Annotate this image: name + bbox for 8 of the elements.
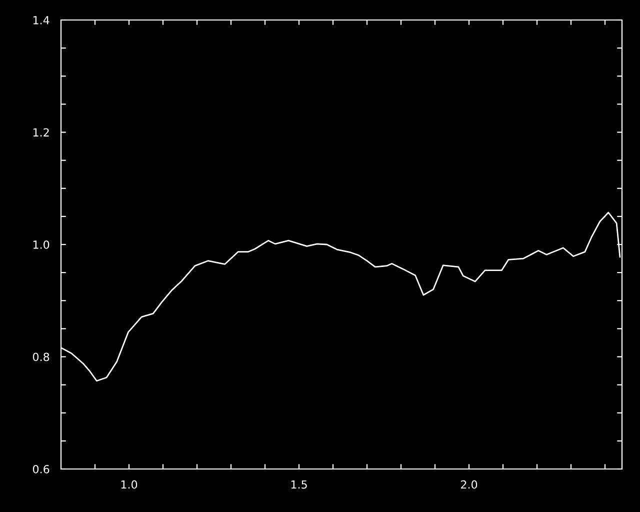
- y-tick-label: 1.2: [33, 128, 49, 136]
- y-tick-label: 0.6: [32, 464, 50, 474]
- x-tick-label: 1.5: [291, 480, 307, 489]
- x-tick-label: 1.0: [121, 480, 138, 489]
- y-tick-label: 1.4: [33, 16, 50, 24]
- x-tick-label: 2.0: [460, 480, 478, 489]
- y-tick-label: 0.8: [32, 352, 50, 362]
- y-tick-label: 1.0: [33, 240, 50, 249]
